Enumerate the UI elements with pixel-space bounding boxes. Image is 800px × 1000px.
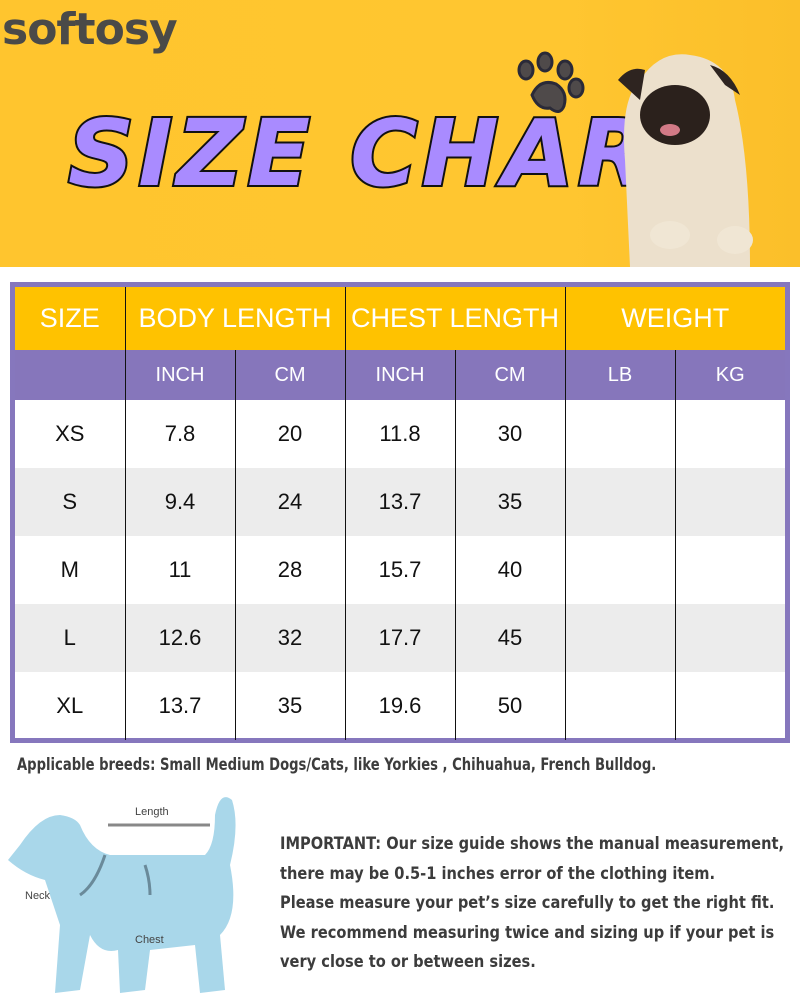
cell-chest-inch: 19.6: [344, 672, 455, 740]
length-label: Length: [135, 806, 169, 818]
subheader-chest-cm: CM: [454, 350, 565, 400]
cell-kg: [674, 604, 785, 672]
header-body-length: BODY LENGTH: [124, 287, 345, 350]
cell-body-cm: 32: [234, 604, 345, 672]
cell-kg: [674, 536, 785, 604]
header-chest-length: CHEST LENGTH: [344, 287, 565, 350]
cell-size: M: [60, 557, 79, 582]
neck-label: Neck: [25, 890, 51, 902]
cell-chest-cm: 35: [454, 468, 565, 536]
cell-size: S: [15, 468, 125, 536]
table-row: L 12.6 32 17.7 45: [15, 604, 785, 672]
table-row: XS 7.8 20 11.8 30: [15, 400, 785, 468]
table-row: M 11 28 15.7 40: [15, 536, 785, 604]
size-table: SIZE BODY LENGTH CHEST LENGTH WEIGHT INC…: [10, 282, 790, 743]
cell-lb: [564, 536, 675, 604]
cell-body-inch: 7.8: [124, 400, 235, 468]
cell-chest-inch: 11.8: [344, 400, 455, 468]
cell-chest-inch: 17.7: [344, 604, 455, 672]
cell-body-inch: 13.7: [124, 672, 235, 740]
cell-body-inch: 9.4: [124, 468, 235, 536]
table-row: XL 13.7 35 19.6 50: [15, 672, 785, 740]
cell-kg: [674, 468, 785, 536]
chest-label: Chest: [135, 934, 164, 946]
subheader-empty: [15, 350, 125, 400]
cell-kg: [674, 400, 785, 468]
note-line: We recommend measuring twice and sizing …: [280, 922, 775, 943]
cell-chest-cm: 40: [454, 536, 565, 604]
cell-kg: [674, 672, 785, 740]
note-line: IMPORTANT: Our size guide shows the manu…: [280, 834, 785, 854]
cell-chest-cm: 50: [454, 672, 565, 740]
cell-chest-inch: 13.7: [344, 468, 455, 536]
banner: softosy SIZE CHART: [0, 0, 800, 267]
cell-body-inch: 11: [124, 536, 235, 604]
cell-size: L: [15, 604, 125, 672]
cell-size: XL: [56, 693, 84, 718]
dog-measurement-diagram: Length Neck Chest: [8, 797, 236, 993]
note-line: there may be 0.5-1 inches error of the c…: [280, 863, 716, 884]
subheader-kg: KG: [674, 350, 785, 400]
cell-body-cm: 24: [234, 468, 345, 536]
cell-chest-inch: 15.7: [344, 536, 455, 604]
subheader-body-cm: CM: [234, 350, 345, 400]
note-line: very close to or between sizes.: [280, 952, 536, 972]
header-size: SIZE: [15, 287, 125, 350]
dog-silhouette: [8, 797, 236, 993]
cell-lb: [564, 468, 675, 536]
important-note: IMPORTANT: Our size guide shows the manu…: [280, 830, 785, 978]
chest-arrow: [143, 864, 152, 896]
header-weight: WEIGHT: [564, 287, 785, 350]
page-title: SIZE CHART: [66, 98, 716, 209]
subheader-lb: LB: [564, 350, 675, 400]
cell-chest-cm: 45: [454, 604, 565, 672]
neck-arrow: [79, 854, 107, 897]
applicable-breeds: Applicable breeds: Small Medium Dogs/Cat…: [17, 755, 657, 775]
cell-chest-cm: 30: [454, 400, 565, 468]
cell-body-inch: 12.6: [124, 604, 235, 672]
cell-body-cm: 35: [234, 672, 345, 740]
note-line: Please measure your pet’s size carefully…: [280, 893, 775, 913]
cell-size: XS: [55, 421, 85, 446]
pug-image: [618, 54, 753, 267]
brand-logo: softosy: [2, 4, 178, 55]
table-row: S 9.4 24 13.7 35: [15, 468, 785, 536]
cell-lb: [564, 400, 675, 468]
cell-lb: [564, 672, 675, 740]
cell-lb: [564, 604, 675, 672]
paw-icon: [517, 51, 585, 113]
cell-body-cm: 20: [234, 400, 345, 468]
subheader-chest-inch: INCH: [344, 350, 455, 400]
subheader-body-inch: INCH: [124, 350, 235, 400]
cell-body-cm: 28: [234, 536, 345, 604]
